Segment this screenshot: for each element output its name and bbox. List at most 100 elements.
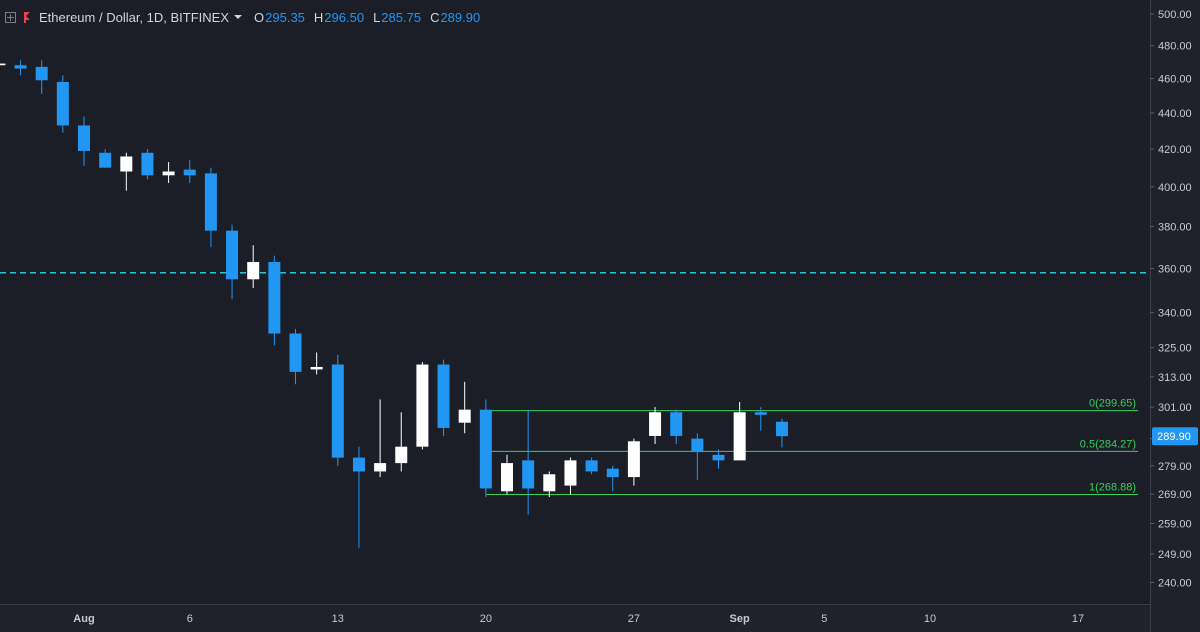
candle (162, 162, 175, 183)
fib-level-label: 0(299.65) (1089, 398, 1136, 410)
candle-body (670, 412, 683, 436)
x-tick-label: Sep (730, 613, 750, 625)
y-tick-label: 279.00 (1158, 461, 1192, 473)
candle (183, 160, 196, 183)
x-tick-label: 5 (821, 613, 827, 625)
dropdown-caret-icon[interactable] (234, 15, 243, 19)
ohlc-open: O295.35 (254, 10, 305, 25)
candle (310, 352, 323, 375)
candle (437, 359, 450, 436)
candle (543, 471, 556, 498)
y-tick-label: 380.00 (1158, 222, 1192, 234)
candle (268, 255, 281, 346)
time-axis (0, 604, 1150, 632)
y-tick-label: 301.00 (1158, 402, 1192, 414)
expand-square-icon[interactable] (5, 11, 16, 23)
symbol-title[interactable]: Ethereum / Dollar, 1D, BITFINEX (39, 9, 230, 25)
candle-body (522, 460, 535, 489)
candle-body (754, 412, 767, 415)
candle (0, 63, 6, 66)
candle-body (543, 474, 556, 492)
candle (627, 438, 640, 486)
y-tick-label: 259.00 (1158, 519, 1192, 531)
candle (374, 399, 387, 478)
candle (416, 362, 429, 450)
candle (204, 167, 217, 248)
candle-body (627, 441, 640, 478)
y-tick-label: 420.00 (1158, 144, 1192, 156)
candle-body (226, 230, 239, 280)
candle (501, 454, 513, 495)
ohlc-high: H296.50 (314, 10, 364, 25)
y-tick-label: 440.00 (1158, 108, 1192, 120)
y-tick-label: 240.00 (1158, 578, 1192, 590)
y-tick-label: 269.00 (1158, 489, 1192, 501)
y-tick-label: 500.00 (1158, 9, 1192, 21)
candle (479, 399, 492, 498)
candle-body (775, 421, 788, 437)
ohlc-open-value: 295.35 (265, 9, 305, 25)
candle-body (141, 152, 154, 176)
candle-body (352, 457, 365, 472)
candle (226, 224, 239, 300)
last-price-label: 289.90 (1157, 431, 1191, 443)
x-tick-label: 10 (924, 613, 936, 625)
candle-body (437, 364, 450, 428)
chart-legend-header: Ethereum / Dollar, 1D, BITFINEX O295.35 … (0, 0, 489, 34)
candle-body (35, 66, 48, 81)
y-tick-label: 325.00 (1158, 343, 1192, 355)
candle-body (183, 169, 196, 176)
candle-body (649, 412, 662, 436)
candle-body (585, 460, 598, 472)
ohlc-low-value: 285.75 (381, 9, 422, 25)
candle (78, 116, 90, 166)
candle (14, 60, 27, 76)
candle (564, 457, 577, 495)
candle-body (458, 409, 471, 423)
candle (56, 75, 69, 133)
candle-body (78, 125, 90, 151)
candle-body (310, 366, 323, 370)
ohlc-close-value: 289.90 (440, 9, 481, 25)
candle (141, 149, 154, 180)
candle-body (0, 63, 6, 66)
candle-body (247, 262, 260, 280)
last-price-badge (1152, 427, 1198, 446)
x-tick-label: 13 (332, 613, 344, 625)
candle (712, 449, 725, 469)
candle-body (162, 171, 175, 176)
candle-body (564, 460, 577, 486)
candle (395, 412, 408, 472)
candle-body (374, 463, 387, 472)
candle (458, 381, 471, 434)
candle (99, 149, 112, 168)
candle (754, 407, 767, 431)
ohlc-high-value: 296.50 (324, 9, 365, 25)
candle (331, 354, 344, 466)
candle (691, 433, 704, 480)
fib-level-label: 0.5(284.27) (1080, 438, 1136, 450)
candle-body (395, 446, 408, 464)
candle (606, 465, 619, 492)
candle-body (204, 173, 217, 231)
x-tick-label: 6 (187, 613, 193, 625)
y-tick-label: 400.00 (1158, 182, 1192, 194)
y-tick-label: 360.00 (1158, 263, 1192, 275)
ohlc-close-key: C (430, 9, 440, 25)
candle-body (268, 262, 281, 334)
red-flag-icon[interactable] (24, 11, 33, 23)
candle-body (501, 463, 513, 492)
candle (352, 446, 365, 548)
candle-body (99, 152, 112, 168)
candle-body (691, 438, 704, 453)
candle-body (733, 412, 746, 461)
y-tick-label: 249.00 (1158, 549, 1192, 561)
candle-body (712, 454, 725, 461)
candle (522, 409, 535, 515)
candle (35, 60, 48, 94)
candle (289, 328, 302, 385)
ohlc-high-key: H (313, 9, 324, 25)
y-tick-label: 480.00 (1158, 41, 1192, 53)
